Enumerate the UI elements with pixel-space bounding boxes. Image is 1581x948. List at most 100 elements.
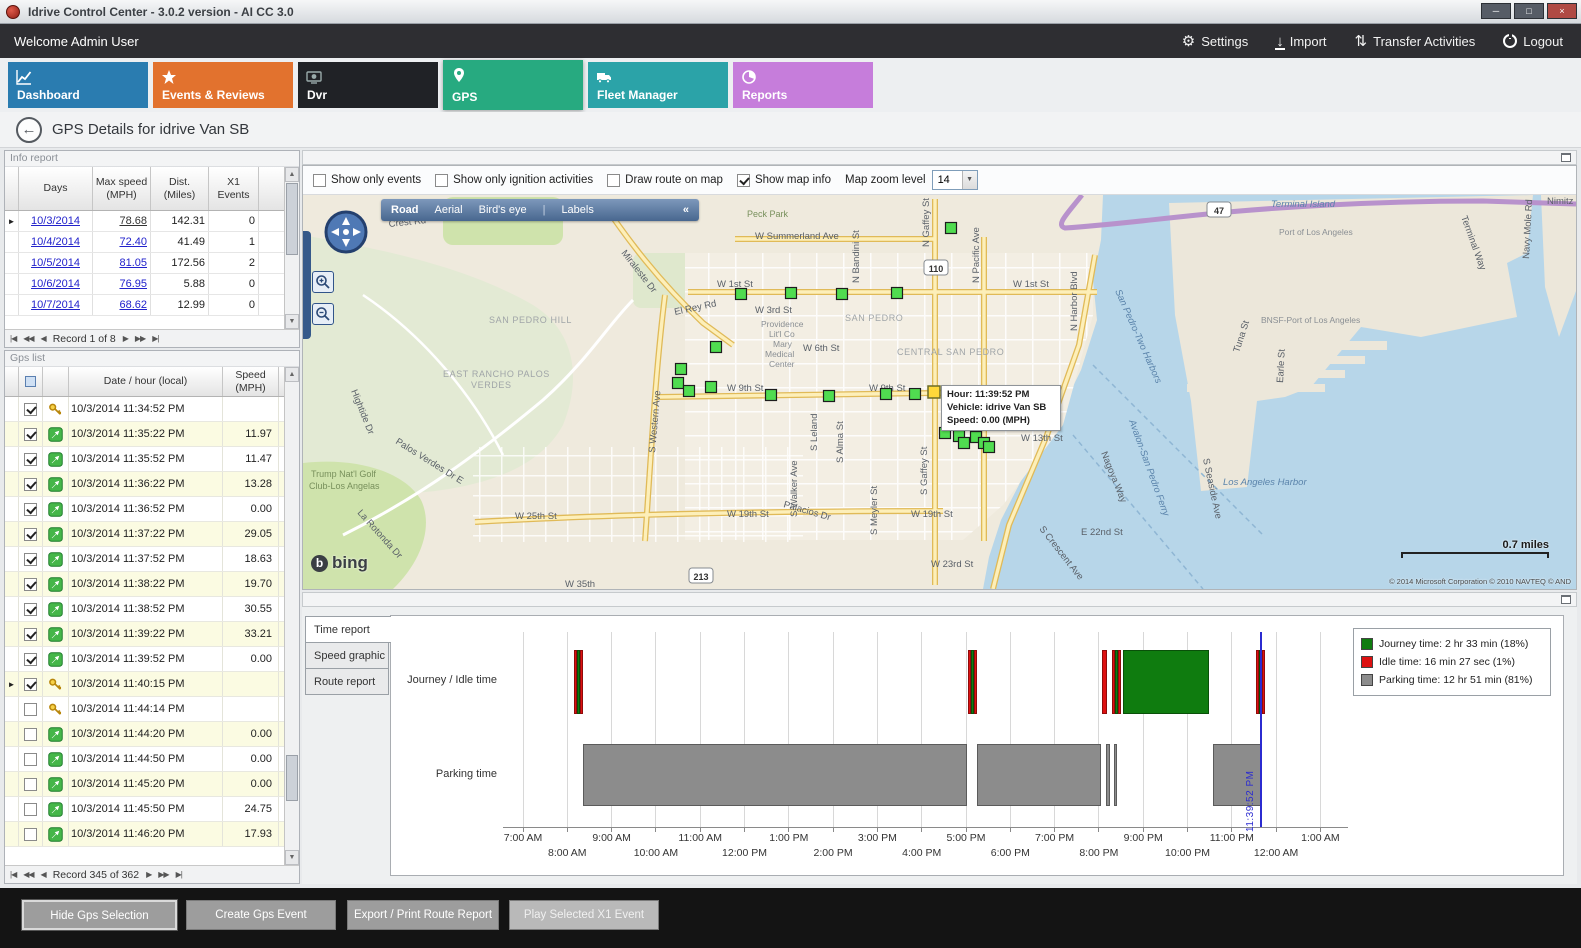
gps-list-row[interactable]: 10/3/2014 11:36:22 PM 13.28 [5, 472, 284, 497]
pager-button[interactable]: ▶ [122, 334, 129, 343]
zoom-in-button[interactable] [312, 271, 334, 293]
gps-point-checkbox[interactable] [24, 452, 37, 466]
pager-button[interactable]: ▶▶ [134, 334, 146, 343]
gps-list-row[interactable]: 10/3/2014 11:38:52 PM 30.55 [5, 597, 284, 622]
gps-list-row[interactable]: 10/3/2014 11:35:52 PM 11.47 [5, 447, 284, 472]
gps-point-checkbox[interactable] [24, 827, 37, 841]
gps-list-row[interactable]: ► 10/3/2014 11:40:15 PM [5, 672, 284, 697]
gps-list-row[interactable]: 10/3/2014 11:39:52 PM 0.00 [5, 647, 284, 672]
gps-point-checkbox[interactable] [24, 602, 37, 616]
gps-point-marker[interactable] [764, 388, 778, 402]
transfer-activities-button[interactable]: ⇅ Transfer Activities [1355, 34, 1476, 49]
column-header-x1-events[interactable]: X1 Events [209, 167, 259, 210]
tab-dashboard[interactable]: Dashboard [8, 62, 148, 108]
scrollbar-thumb[interactable] [286, 183, 298, 255]
gps-point-checkbox[interactable] [24, 527, 37, 541]
tab-events-reviews[interactable]: Events & Reviews [153, 62, 293, 108]
pager-button[interactable]: ◀ [40, 334, 47, 343]
gps-list-row[interactable]: 10/3/2014 11:45:50 PM 24.75 [5, 797, 284, 822]
gps-point-checkbox[interactable] [24, 702, 37, 716]
gps-point-marker[interactable] [957, 436, 971, 450]
gps-point-checkbox[interactable] [24, 427, 37, 441]
day-link[interactable]: 10/3/2014 [31, 215, 80, 227]
back-button[interactable]: ← [16, 117, 42, 143]
gps-list-row[interactable]: 10/3/2014 11:34:52 PM [5, 397, 284, 422]
scroll-up-icon[interactable]: ▲ [285, 367, 299, 382]
gps-point-marker[interactable] [944, 221, 958, 235]
create-gps-event-button[interactable]: Create Gps Event [186, 900, 336, 930]
gps-point-marker[interactable] [671, 376, 685, 390]
gps-point-marker[interactable] [982, 440, 996, 454]
pager-button[interactable]: |◀ [10, 334, 17, 343]
max-speed-link[interactable]: 68.62 [119, 299, 147, 311]
gps-point-checkbox[interactable] [24, 777, 37, 791]
pager-button[interactable]: ◀ [40, 870, 47, 879]
collapse-nav-icon[interactable]: « [682, 204, 689, 216]
tab-route-report[interactable]: Route report [305, 668, 389, 695]
max-speed-link[interactable]: 76.95 [119, 278, 147, 290]
gps-list-row[interactable]: 10/3/2014 11:44:50 PM 0.00 [5, 747, 284, 772]
scroll-down-icon[interactable]: ▼ [285, 314, 299, 329]
day-link[interactable]: 10/5/2014 [31, 257, 80, 269]
info-report-row[interactable]: 10/5/2014 81.05 172.56 2 [5, 253, 284, 274]
gps-list-row[interactable]: 10/3/2014 11:35:22 PM 11.97 [5, 422, 284, 447]
gps-point-marker[interactable] [682, 384, 696, 398]
checkbox-icon[interactable] [736, 173, 750, 187]
max-speed-link[interactable]: 81.05 [119, 257, 147, 269]
gps-list-row[interactable]: 10/3/2014 11:37:22 PM 29.05 [5, 522, 284, 547]
column-header-max-speed[interactable]: Max speed (MPH) [93, 167, 151, 210]
close-button[interactable]: × [1547, 3, 1577, 19]
gps-point-marker[interactable] [784, 286, 798, 300]
gps-point-checkbox[interactable] [24, 577, 37, 591]
gps-point-marker[interactable] [879, 387, 893, 401]
checkbox-icon[interactable] [435, 173, 449, 187]
time-cursor-line[interactable] [1260, 632, 1263, 827]
gps-point-checkbox[interactable] [24, 552, 37, 566]
info-report-row[interactable]: 10/6/2014 76.95 5.88 0 [5, 274, 284, 295]
info-report-row[interactable]: 10/4/2014 72.40 41.49 1 [5, 232, 284, 253]
tab-fleet-manager[interactable]: Fleet Manager [588, 62, 728, 108]
pager-button[interactable]: ▶ [146, 870, 152, 879]
scroll-down-icon[interactable]: ▼ [285, 850, 299, 865]
gps-list-row[interactable]: 10/3/2014 11:46:20 PM 17.93 [5, 822, 284, 847]
gps-point-marker[interactable] [674, 362, 688, 376]
column-header-dist[interactable]: Dist. (Miles) [151, 167, 209, 210]
column-header-days[interactable]: Days [19, 167, 93, 210]
info-report-row[interactable]: 10/7/2014 68.62 12.99 0 [5, 295, 284, 316]
map-option-checkbox[interactable]: Show map info [736, 173, 831, 187]
gps-point-checkbox[interactable] [24, 727, 37, 741]
tab-gps[interactable]: GPS [443, 60, 583, 110]
gps-point-checkbox[interactable] [24, 502, 37, 516]
minimize-button[interactable]: ─ [1481, 3, 1511, 19]
map-zoom-level-select[interactable]: 14 ▼ [931, 170, 978, 190]
gps-point-marker[interactable] [709, 340, 723, 354]
pager-button[interactable]: |◀ [10, 870, 17, 879]
tab-dvr[interactable]: Dvr [298, 62, 438, 108]
zoom-out-button[interactable] [312, 303, 334, 325]
gps-list-row[interactable]: 10/3/2014 11:38:22 PM 19.70 [5, 572, 284, 597]
info-report-scrollbar[interactable]: ▲ ▼ [284, 167, 299, 329]
scroll-up-icon[interactable]: ▲ [285, 167, 299, 182]
import-button[interactable]: ↓ Import [1275, 34, 1327, 50]
pager-button[interactable]: ▶▶ [158, 870, 169, 879]
settings-button[interactable]: ⚙ Settings [1182, 34, 1248, 49]
gps-point-marker[interactable] [734, 287, 748, 301]
checkbox-icon[interactable] [313, 173, 326, 187]
map-style-aerial[interactable]: Aerial [434, 204, 463, 216]
gps-list-scrollbar[interactable]: ▲ ▼ [284, 367, 299, 865]
gps-point-marker[interactable] [822, 389, 836, 403]
play-selected-x1-event-button[interactable]: Play Selected X1 Event [509, 900, 659, 930]
gps-point-checkbox[interactable] [24, 477, 37, 491]
tab-speed-graphic[interactable]: Speed graphic [305, 642, 389, 669]
checkbox-icon[interactable] [607, 173, 621, 187]
tab-time-report[interactable]: Time report [305, 616, 391, 643]
map-canvas[interactable]: Crest Rd Peck Park W Summerland Ave Mirales… [303, 195, 1576, 589]
gps-list-row[interactable]: 10/3/2014 11:45:20 PM 0.00 [5, 772, 284, 797]
gps-point-checkbox[interactable] [24, 652, 37, 666]
select-all-checkbox[interactable] [25, 376, 36, 387]
selected-gps-point-marker[interactable] [927, 385, 941, 399]
scrollbar-thumb[interactable] [286, 755, 298, 801]
maximize-map-panel-button[interactable] [1561, 153, 1571, 162]
map-option-checkbox[interactable]: Show only ignition activities [435, 173, 593, 187]
gps-point-checkbox[interactable] [24, 627, 37, 641]
